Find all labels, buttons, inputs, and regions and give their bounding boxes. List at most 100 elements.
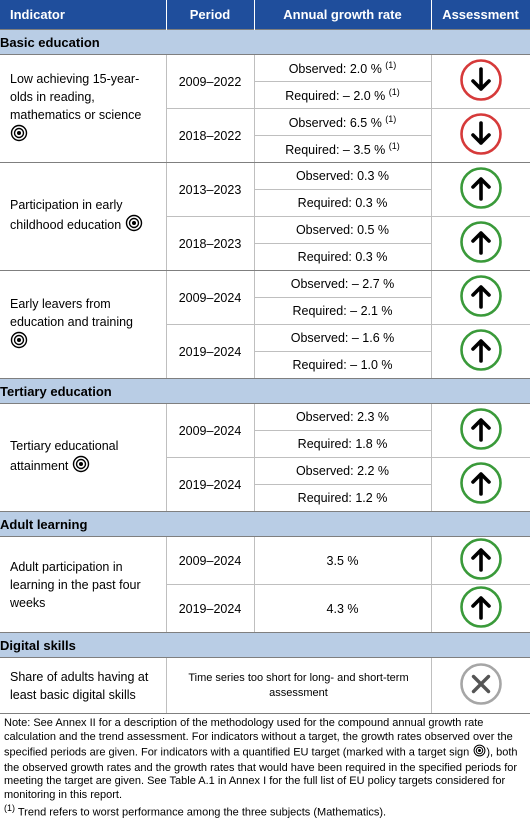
value-cell: 4.3 % xyxy=(254,584,432,633)
required-cell: Required: 0.3 % xyxy=(254,243,432,271)
insufficient-data-text: Time series too short for long- and shor… xyxy=(188,671,409,699)
arrow-up-circle-icon xyxy=(459,221,503,267)
period-cell: 2019–2024 xyxy=(166,324,255,379)
indicator-cell: Participation in early childhood educati… xyxy=(0,162,167,271)
indicator-cell: Tertiary educational attainment xyxy=(0,403,167,512)
table-row: Participation in early childhood educati… xyxy=(0,162,530,271)
observed-cell: Observed: 6.5 % (1) xyxy=(254,108,432,136)
observed-cell: Observed: – 2.7 % xyxy=(254,270,432,298)
required-cell: Required: 0.3 % xyxy=(254,189,432,217)
monitoring-table: Indicator Period Annual growth rate Asse… xyxy=(0,0,531,714)
required-cell: Required: – 2.0 % (1) xyxy=(254,81,432,109)
indicator-label: Low achieving 15-year-olds in reading, m… xyxy=(10,72,142,122)
assessment-cell xyxy=(431,457,530,512)
required-cell: Required: – 2.1 % xyxy=(254,297,432,325)
assessment-cell xyxy=(431,54,530,109)
header-growth-rate: Annual growth rate xyxy=(254,0,432,30)
indicator-label: Tertiary educational attainment xyxy=(10,439,119,473)
table-note: Note: See Annex II for a description of … xyxy=(0,714,532,820)
table-row: Required: – 2.1 % xyxy=(0,297,530,325)
period-cell: 2018–2023 xyxy=(166,216,255,271)
header-period: Period xyxy=(166,0,255,30)
section-digital-skills: Digital skills xyxy=(0,632,530,658)
observed-cell: Observed: 2.2 % xyxy=(254,457,432,485)
target-icon xyxy=(473,744,486,762)
assessment-cell xyxy=(431,108,530,163)
period-cell: 2009–2022 xyxy=(166,54,255,109)
section-adult-learning: Adult learning xyxy=(0,511,530,537)
required-value: Required: – 2.0 % xyxy=(285,89,386,104)
table-row: Adult participation in learning in the p… xyxy=(0,536,530,633)
observed-value: Observed: 2.0 % xyxy=(288,62,382,77)
target-icon xyxy=(125,214,143,237)
value-cell: Time series too short for long- and shor… xyxy=(166,657,432,714)
arrow-down-circle-icon xyxy=(459,59,503,105)
arrow-up-circle-icon xyxy=(459,329,503,375)
assessment-cell xyxy=(431,536,530,585)
table-row: Required: 0.3 % xyxy=(0,189,530,217)
section-title: Adult learning xyxy=(0,511,530,537)
assessment-cell xyxy=(431,270,530,325)
table-row: Required: 1.2 % xyxy=(0,484,530,512)
indicator-label: Early leavers from education and trainin… xyxy=(10,297,134,329)
indicator-cell: Share of adults having at least basic di… xyxy=(0,657,167,714)
table-row: Share of adults having at least basic di… xyxy=(0,657,530,714)
required-cell: Required: 1.8 % xyxy=(254,430,432,458)
observed-cell: Observed: 2.0 % (1) xyxy=(254,54,432,82)
table-row: Low achieving 15-year-olds in reading, m… xyxy=(0,54,530,163)
required-cell: Required: 1.2 % xyxy=(254,484,432,512)
arrow-up-circle-icon xyxy=(459,408,503,454)
section-title: Tertiary education xyxy=(0,378,530,404)
table-row: 2019–2024 Observed: 2.2 % xyxy=(0,457,530,512)
table-row: Required: – 1.0 % xyxy=(0,351,530,379)
cross-circle-icon xyxy=(459,663,503,709)
value-cell: 3.5 % xyxy=(254,536,432,585)
observed-cell: Observed: – 1.6 % xyxy=(254,324,432,352)
table-row: Required: 1.8 % xyxy=(0,430,530,458)
arrow-down-circle-icon xyxy=(459,113,503,159)
required-cell: Required: – 3.5 % (1) xyxy=(254,135,432,163)
observed-value: Observed: 6.5 % xyxy=(288,116,382,131)
table-row: 2019–2024 4.3 % xyxy=(0,584,530,633)
assessment-cell xyxy=(431,403,530,458)
assessment-cell xyxy=(431,324,530,379)
period-cell: 2019–2024 xyxy=(166,457,255,512)
period-cell: 2009–2024 xyxy=(166,536,255,585)
observed-cell: Observed: 0.5 % xyxy=(254,216,432,244)
arrow-up-circle-icon xyxy=(459,167,503,213)
arrow-up-circle-icon xyxy=(459,275,503,321)
note-text-part1: Note: See Annex II for a description of … xyxy=(4,717,513,759)
footnote-text: Trend refers to worst performance among … xyxy=(17,806,387,819)
required-value: Required: – 3.5 % xyxy=(285,143,386,158)
arrow-up-circle-icon xyxy=(459,462,503,508)
indicator-label: Participation in early childhood educati… xyxy=(10,198,123,232)
target-icon xyxy=(72,455,90,478)
table-row: 2018–2023 Observed: 0.5 % xyxy=(0,216,530,271)
section-title: Basic education xyxy=(0,29,530,55)
period-cell: 2013–2023 xyxy=(166,162,255,217)
observed-cell: Observed: 0.3 % xyxy=(254,162,432,190)
assessment-cell xyxy=(431,162,530,217)
section-title: Digital skills xyxy=(0,632,530,658)
assessment-cell xyxy=(431,584,530,633)
assessment-cell xyxy=(431,657,530,714)
table-row: Required: – 3.5 % (1) xyxy=(0,135,530,163)
footnote-mark: (1) xyxy=(4,803,15,813)
observed-cell: Observed: 2.3 % xyxy=(254,403,432,431)
indicator-cell: Low achieving 15-year-olds in reading, m… xyxy=(0,54,167,163)
table-row: 2018–2022 Observed: 6.5 % (1) xyxy=(0,108,530,163)
footnote-mark: (1) xyxy=(385,59,397,70)
period-cell: 2009–2024 xyxy=(166,270,255,325)
table-row: Early leavers from education and trainin… xyxy=(0,270,530,379)
table-row: Tertiary educational attainment 2009–202… xyxy=(0,403,530,512)
arrow-up-circle-icon xyxy=(459,586,503,632)
table-row: 2019–2024 Observed: – 1.6 % xyxy=(0,324,530,379)
section-tertiary-education: Tertiary education xyxy=(0,378,530,404)
table-header: Indicator Period Annual growth rate Asse… xyxy=(0,0,531,30)
header-assessment: Assessment xyxy=(431,0,531,30)
assessment-cell xyxy=(431,216,530,271)
header-indicator: Indicator xyxy=(0,0,167,30)
section-basic-education: Basic education xyxy=(0,29,530,55)
note-text-part2: ), both the observed growth rates and th… xyxy=(4,746,518,801)
